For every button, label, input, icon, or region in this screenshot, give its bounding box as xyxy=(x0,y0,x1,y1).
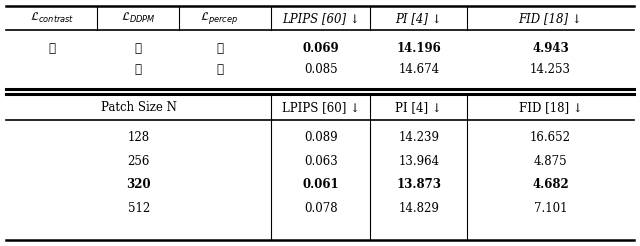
Text: 4.875: 4.875 xyxy=(534,155,567,168)
Text: Patch Size N: Patch Size N xyxy=(101,101,177,114)
Text: 14.253: 14.253 xyxy=(530,62,571,76)
Text: 512: 512 xyxy=(127,202,150,215)
Text: $\mathcal{L}_{DDPM}$: $\mathcal{L}_{DDPM}$ xyxy=(121,11,156,25)
Text: 13.964: 13.964 xyxy=(398,155,439,168)
Text: 0.069: 0.069 xyxy=(302,42,339,55)
Text: FID [18] ↓: FID [18] ↓ xyxy=(518,101,582,114)
Text: ✓: ✓ xyxy=(134,42,141,55)
Text: 0.078: 0.078 xyxy=(304,202,337,215)
Text: 7.101: 7.101 xyxy=(534,202,567,215)
Text: 14.829: 14.829 xyxy=(398,202,439,215)
Text: PI [4] ↓: PI [4] ↓ xyxy=(396,12,442,25)
Text: ✓: ✓ xyxy=(216,62,223,76)
Text: ✓: ✓ xyxy=(216,42,223,55)
Text: 128: 128 xyxy=(127,131,150,144)
Text: 0.063: 0.063 xyxy=(304,155,337,168)
Text: 14.674: 14.674 xyxy=(398,62,439,76)
Text: 14.239: 14.239 xyxy=(398,131,439,144)
Text: $\mathcal{L}_{contrast}$: $\mathcal{L}_{contrast}$ xyxy=(29,11,74,25)
Text: $\mathcal{L}_{percep}$: $\mathcal{L}_{percep}$ xyxy=(200,10,239,26)
Text: 4.682: 4.682 xyxy=(532,178,569,191)
Text: 256: 256 xyxy=(127,155,150,168)
Text: 320: 320 xyxy=(127,178,151,191)
Text: 0.089: 0.089 xyxy=(304,131,337,144)
Text: ✓: ✓ xyxy=(134,62,141,76)
Text: FID [18] ↓: FID [18] ↓ xyxy=(518,12,582,25)
Text: 16.652: 16.652 xyxy=(530,131,571,144)
Text: LPIPS [60] ↓: LPIPS [60] ↓ xyxy=(282,12,360,25)
Text: LPIPS [60] ↓: LPIPS [60] ↓ xyxy=(282,101,360,114)
Text: 13.873: 13.873 xyxy=(396,178,442,191)
Text: 14.196: 14.196 xyxy=(396,42,441,55)
Text: ✓: ✓ xyxy=(49,42,56,55)
Text: PI [4] ↓: PI [4] ↓ xyxy=(396,101,442,114)
Text: 0.061: 0.061 xyxy=(302,178,339,191)
Text: 0.085: 0.085 xyxy=(304,62,337,76)
Text: 4.943: 4.943 xyxy=(532,42,569,55)
